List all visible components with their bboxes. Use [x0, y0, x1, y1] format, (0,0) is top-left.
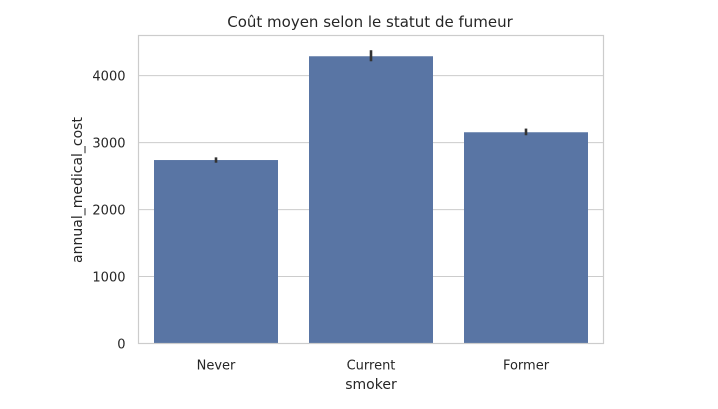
y-axis-label: annual_medical_cost: [70, 117, 86, 263]
y-axis-ticks: 0 1000 2000 3000 4000: [92, 70, 125, 353]
chart-title: Coût moyen selon le statut de fumeur: [227, 13, 513, 31]
bar-never: [154, 160, 278, 344]
x-axis-label: smoker: [345, 377, 397, 393]
x-axis-ticks: Never Current Former: [197, 359, 550, 374]
y-tick-label: 2000: [92, 204, 125, 219]
bars: [154, 56, 588, 344]
y-tick-label: 4000: [92, 70, 125, 85]
bar-current: [309, 56, 433, 344]
y-tick-label: 1000: [92, 271, 125, 286]
bar-former: [464, 132, 588, 344]
y-tick-label: 0: [117, 338, 125, 353]
x-tick-label: Never: [197, 359, 236, 374]
x-tick-label: Current: [347, 359, 396, 374]
y-tick-label: 3000: [92, 137, 125, 152]
plot-frame: [137, 34, 605, 345]
x-tick-label: Former: [503, 359, 550, 374]
error-bars: [214, 50, 528, 163]
